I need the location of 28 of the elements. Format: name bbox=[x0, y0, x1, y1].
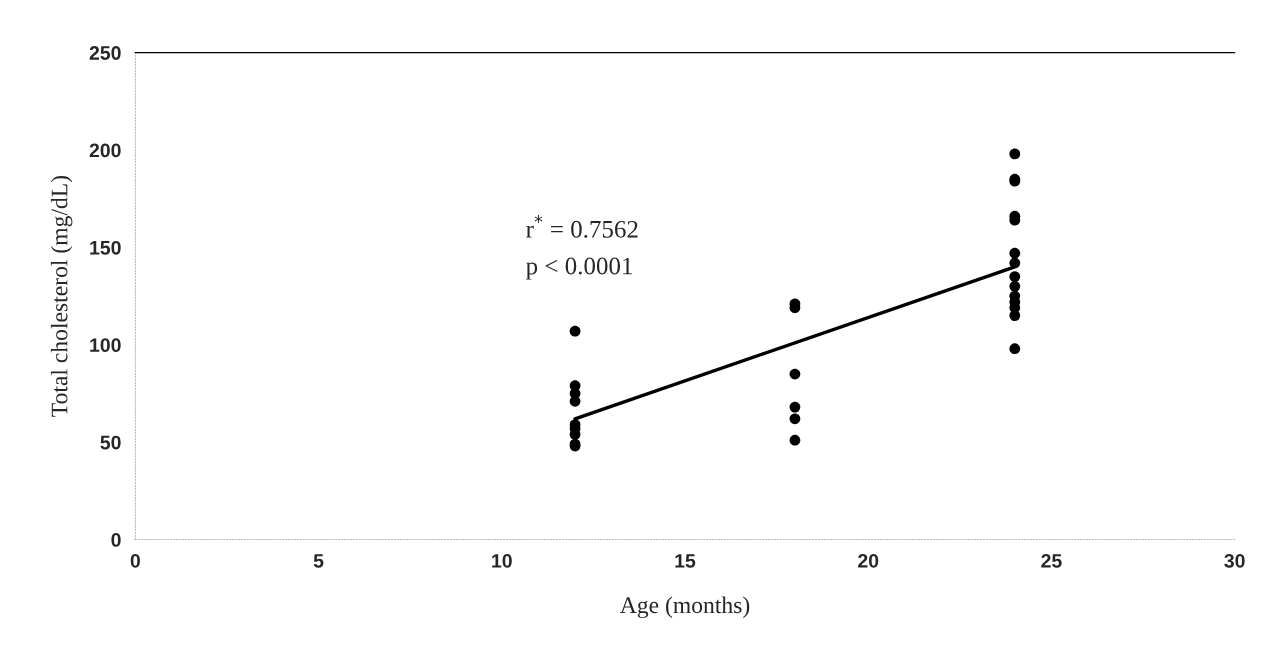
y-tick-label: 200 bbox=[89, 143, 121, 158]
point bbox=[1009, 148, 1021, 160]
x-tick-label: 30 bbox=[1224, 553, 1245, 568]
point bbox=[1009, 280, 1021, 292]
point bbox=[789, 434, 801, 446]
point bbox=[1009, 271, 1021, 282]
point bbox=[1009, 247, 1021, 259]
y-tick-label: 0 bbox=[111, 533, 121, 547]
y-tick-label: 150 bbox=[90, 240, 121, 255]
x-tick-label: 0 bbox=[130, 553, 140, 568]
x-axis-title: Age (months) bbox=[619, 596, 750, 619]
point bbox=[789, 401, 801, 413]
y-tick-label: 100 bbox=[90, 338, 121, 353]
y-axis-title: Total cholesterol (mg/dL) bbox=[50, 176, 73, 417]
point bbox=[789, 368, 801, 380]
point bbox=[569, 325, 581, 337]
x-tick-label: 10 bbox=[492, 553, 512, 568]
point bbox=[1009, 310, 1021, 321]
y-tick-label: 250 bbox=[89, 46, 121, 60]
annotation: r$^{*}$ = 0.7562 bbox=[526, 214, 638, 238]
point bbox=[789, 413, 801, 425]
x-tick-label: 5 bbox=[313, 554, 324, 568]
x-tick-label: 20 bbox=[858, 553, 879, 568]
x-tick-label: 25 bbox=[1041, 553, 1062, 568]
y-tick-label: 50 bbox=[100, 435, 121, 450]
x-tick-label: 15 bbox=[675, 554, 696, 568]
point bbox=[1009, 343, 1021, 355]
annotation: p < 0.0001 bbox=[526, 257, 632, 280]
